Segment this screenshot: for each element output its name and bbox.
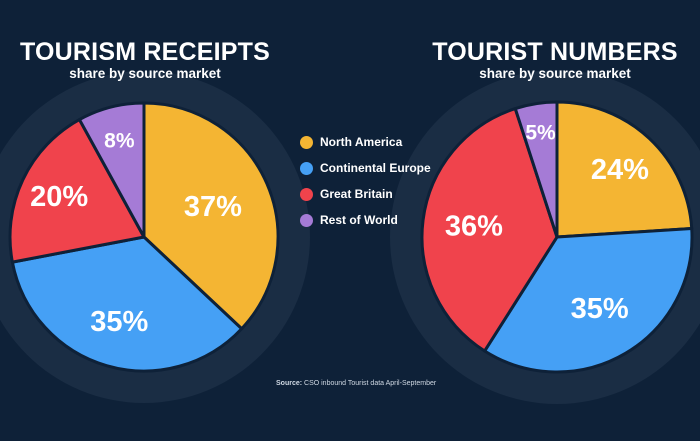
- legend: North America Continental Europe Great B…: [300, 129, 431, 233]
- pie-slice-north-america: [142, 101, 280, 331]
- tourist-numbers-subtitle: share by source market: [479, 66, 631, 81]
- legend-label: Great Britain: [320, 187, 393, 201]
- legend-label: North America: [320, 135, 403, 149]
- legend-item-rest-of-world: Rest of World: [300, 207, 431, 233]
- pie-slice-continental-europe: [10, 235, 244, 373]
- tourism-receipts-subtitle: share by source market: [69, 66, 221, 81]
- tourism-receipts-pie: 37% 35% 20% 8%: [0, 71, 310, 403]
- legend-item-continental-europe: Continental Europe: [300, 155, 431, 181]
- data-label-north-america: 37%: [184, 191, 242, 223]
- pie-slice-north-america: [555, 100, 694, 239]
- tourism-receipts-title: TOURISM RECEIPTS: [20, 38, 270, 66]
- legend-swatch: [300, 187, 313, 201]
- pie-slice-rest-of-world: [513, 100, 559, 239]
- legend-swatch: [300, 135, 313, 149]
- source-note: Source: CSO inbound Tourist data April-S…: [276, 380, 436, 387]
- data-label-continental-europe: 35%: [90, 306, 148, 338]
- pie-slice-great-britain: [8, 118, 146, 264]
- source-label: Source:: [276, 380, 303, 387]
- legend-item-great-britain: Great Britain: [300, 181, 431, 207]
- data-label-continental-europe: 35%: [571, 293, 629, 325]
- tourist-numbers-pie: 24% 35% 36% 5%: [390, 70, 700, 404]
- data-label-rest-of-world: 8%: [104, 129, 135, 152]
- legend-item-north-america: North America: [300, 129, 431, 155]
- pie-slice-great-britain: [420, 107, 559, 353]
- data-label-great-britain: 36%: [445, 211, 503, 243]
- legend-swatch: [300, 213, 313, 227]
- pie-slice-rest-of-world: [77, 101, 146, 239]
- legend-label: Continental Europe: [320, 161, 431, 175]
- data-label-rest-of-world: 5%: [525, 121, 556, 144]
- data-label-north-america: 24%: [591, 154, 649, 186]
- pie-slice-continental-europe: [483, 227, 694, 374]
- data-label-great-britain: 20%: [30, 181, 88, 213]
- legend-label: Rest of World: [320, 213, 398, 227]
- legend-swatch: [300, 161, 313, 175]
- tourist-numbers-title: TOURIST NUMBERS: [432, 38, 678, 66]
- source-text: CSO inbound Tourist data April-September: [304, 380, 437, 387]
